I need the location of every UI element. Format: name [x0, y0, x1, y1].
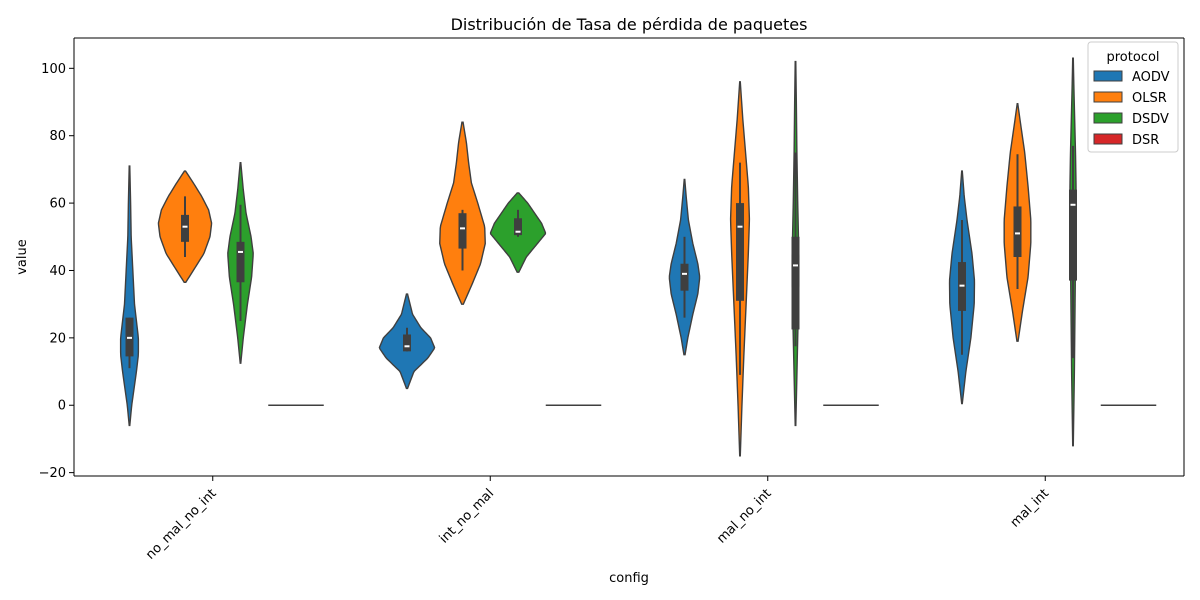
x-tick-label: mal_int — [1008, 486, 1052, 530]
violin-olsr-mal_int — [1003, 103, 1032, 342]
violin-box — [236, 241, 245, 283]
legend-title: protocol — [1106, 50, 1159, 65]
violin-dsdv-mal_no_int — [791, 60, 800, 427]
y-tick-label: −20 — [39, 466, 66, 481]
y-tick-label: 40 — [49, 264, 66, 279]
legend-swatch-olsr — [1093, 91, 1123, 103]
violin-box — [680, 263, 689, 291]
violin-box — [791, 236, 800, 330]
legend-swatch-aodv — [1093, 70, 1123, 82]
x-axis-title: config — [609, 571, 649, 586]
y-tick-label: 100 — [41, 62, 66, 77]
violin-box — [1069, 189, 1077, 281]
y-tick-label: 20 — [49, 331, 66, 346]
violin-box — [181, 214, 189, 242]
violin-aodv-int_no_mal — [378, 293, 436, 390]
violin-aodv-mal_int — [948, 170, 976, 405]
y-tick-label: 80 — [49, 129, 66, 144]
violin-olsr-int_no_mal — [439, 121, 486, 305]
violin-box — [1013, 206, 1022, 257]
legend-swatch-dsdv — [1093, 112, 1123, 124]
x-tick-label: mal_no_int — [714, 486, 774, 546]
violin-box — [514, 218, 522, 236]
y-tick-label: 0 — [58, 399, 66, 414]
violin-box — [403, 334, 411, 352]
violin-aodv-mal_no_int — [668, 178, 701, 356]
chart-title: Distribución de Tasa de pérdida de paque… — [451, 15, 808, 34]
legend-frame — [1087, 41, 1179, 153]
violin-olsr-mal_no_int — [729, 81, 751, 457]
y-axis-title: value — [15, 239, 30, 275]
legend-swatch-dsr — [1093, 133, 1123, 145]
legend-label-dsdv: DSDV — [1132, 112, 1169, 127]
legend-label-olsr: OLSR — [1132, 91, 1167, 106]
legend: protocol AODV OLSR DSDV DSR — [1087, 41, 1179, 153]
x-tick-label: int_no_mal — [437, 486, 497, 546]
violin-box — [736, 203, 744, 301]
legend-label-dsr: DSR — [1132, 133, 1159, 148]
violin-body — [119, 165, 140, 427]
violin-box — [458, 213, 467, 249]
violin-layer — [119, 57, 1157, 457]
x-tick-label: no_mal_no_int — [143, 486, 219, 562]
legend-label-aodv: AODV — [1132, 70, 1170, 85]
violin-dsdv-no_mal_no_int — [227, 161, 254, 364]
violin-dsdv-int_no_mal — [489, 192, 547, 273]
violin-dsdv-mal_int — [1069, 57, 1077, 447]
violin-aodv-no_mal_no_int — [119, 165, 140, 427]
y-tick-label: 60 — [49, 197, 66, 212]
violin-olsr-no_mal_no_int — [157, 170, 213, 283]
